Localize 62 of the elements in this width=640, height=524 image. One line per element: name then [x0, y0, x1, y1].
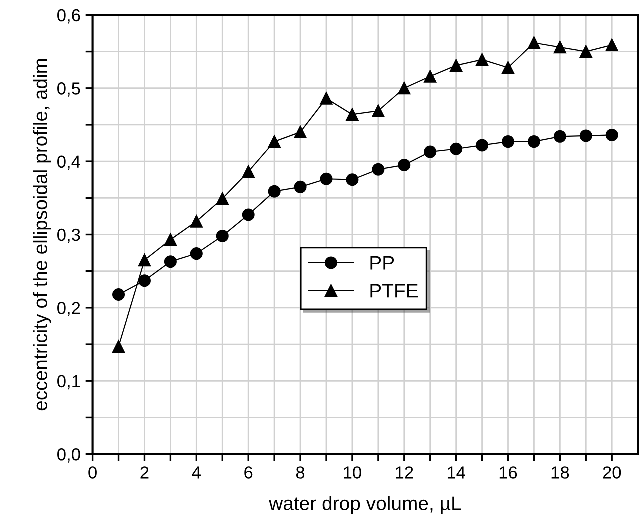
- point: [164, 256, 177, 268]
- point: [528, 136, 540, 148]
- point: [216, 192, 229, 206]
- point: [424, 146, 437, 158]
- y-axis-title: eccentricity of the ellipsoidal profile, adim: [33, 59, 52, 411]
- point: [554, 41, 566, 54]
- point: [268, 185, 281, 198]
- point: [294, 126, 307, 139]
- point: [398, 82, 411, 95]
- y-tick-label: 0,4: [58, 156, 80, 170]
- point: [320, 92, 333, 105]
- point: [112, 340, 126, 353]
- x-tick-label: 14: [448, 466, 466, 479]
- point: [112, 288, 126, 302]
- legend-label: PP: [370, 256, 394, 270]
- point: [606, 128, 618, 142]
- point: [606, 38, 618, 52]
- x-tick-label: 12: [396, 466, 414, 479]
- point: [268, 136, 281, 148]
- y-tick-label: 0,0: [58, 448, 80, 463]
- point: [398, 158, 411, 172]
- point: [528, 36, 540, 50]
- point: [502, 136, 514, 148]
- point: [476, 54, 489, 66]
- point: [502, 62, 514, 74]
- x-tick-label: 6: [244, 466, 253, 479]
- point: [294, 180, 307, 194]
- point: [164, 234, 177, 246]
- point: [450, 142, 463, 156]
- x-tick-label: 18: [552, 466, 570, 479]
- y-tick-label: 0,3: [58, 228, 80, 244]
- point: [580, 46, 592, 58]
- point: [346, 108, 359, 121]
- point: [320, 172, 333, 186]
- x-tick-label: 8: [296, 466, 305, 479]
- point: [580, 130, 592, 142]
- y-tick-label: 0,6: [58, 9, 80, 24]
- x-tick-label: 16: [500, 466, 518, 479]
- y-tick-label: 0,1: [58, 375, 80, 390]
- point: [372, 104, 385, 118]
- x-axis-title: water drop volume, µL: [269, 496, 462, 514]
- point: [450, 59, 463, 72]
- x-tick-label: 10: [344, 466, 362, 479]
- y-tick-label: 0,2: [58, 302, 80, 316]
- point: [190, 248, 203, 260]
- point: [190, 215, 203, 228]
- point: [242, 166, 255, 178]
- point: [476, 139, 489, 152]
- legend-label: PTFE: [370, 284, 418, 298]
- point: [138, 254, 151, 267]
- y-tick-label: 0,5: [58, 82, 80, 97]
- point: [346, 174, 359, 186]
- x-tick-label: 4: [192, 466, 201, 479]
- x-tick-label: 0: [88, 466, 97, 479]
- x-tick-label: 2: [140, 466, 149, 479]
- point: [554, 130, 566, 143]
- point: [216, 230, 229, 242]
- x-tick-label: 20: [603, 466, 622, 479]
- point: [372, 163, 385, 176]
- point: [242, 208, 255, 222]
- point: [424, 70, 437, 83]
- point: [138, 274, 151, 288]
